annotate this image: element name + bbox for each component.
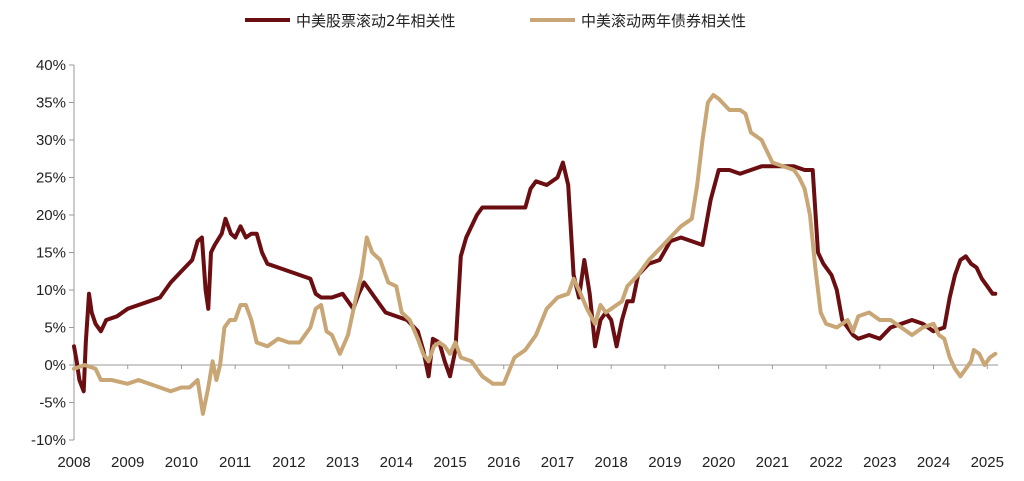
x-tick-label: 2019 xyxy=(648,454,681,471)
x-tick-label: 2023 xyxy=(863,454,896,471)
x-tick-label: 2008 xyxy=(57,454,90,471)
x-tick-label: 2022 xyxy=(809,454,842,471)
y-tick-label: 15% xyxy=(36,245,66,262)
x-tick-label: 2021 xyxy=(756,454,789,471)
x-tick-label: 2010 xyxy=(165,454,198,471)
y-tick-label: 40% xyxy=(36,57,66,74)
x-tick-label: 2024 xyxy=(917,454,950,471)
series-layer xyxy=(72,93,998,416)
x-tick-label: 2009 xyxy=(111,454,144,471)
x-tick-label: 2017 xyxy=(541,454,574,471)
axes: 40% 35% 30% 25% 20% 15% 10% 5% 0% -5% -10% 2008 2009… xyxy=(31,57,1004,471)
y-tick-label: 0% xyxy=(44,357,66,374)
x-tick-label: 2011 xyxy=(219,454,251,471)
x-tick-label: 2014 xyxy=(380,454,413,471)
y-tick-label: 10% xyxy=(36,282,66,299)
y-tick-label: -5% xyxy=(39,395,66,412)
series-line-bond-correlation xyxy=(72,93,998,416)
x-tick-label: 2013 xyxy=(326,454,359,471)
x-tick-label: 2018 xyxy=(595,454,628,471)
x-tick-label: 2012 xyxy=(272,454,305,471)
y-tick-label: -10% xyxy=(31,432,66,449)
legend: 中美股票滚动2年相关性 中美滚动两年债券相关性 xyxy=(245,12,746,30)
y-tick-label: 20% xyxy=(36,207,66,224)
x-tick-label: 2015 xyxy=(433,454,466,471)
y-tick-label: 30% xyxy=(36,132,66,149)
y-tick-label: 5% xyxy=(44,320,66,337)
x-tick-label: 2025 xyxy=(971,454,1004,471)
legend-label-bond-correlation: 中美滚动两年债券相关性 xyxy=(581,12,746,30)
legend-label-stock-correlation: 中美股票滚动2年相关性 xyxy=(296,12,456,30)
x-tick-label: 2016 xyxy=(487,454,520,471)
y-tick-label: 25% xyxy=(36,170,66,187)
x-tick-label: 2020 xyxy=(702,454,735,471)
series-line-stock-correlation xyxy=(72,160,998,394)
y-tick-label: 35% xyxy=(36,95,66,112)
